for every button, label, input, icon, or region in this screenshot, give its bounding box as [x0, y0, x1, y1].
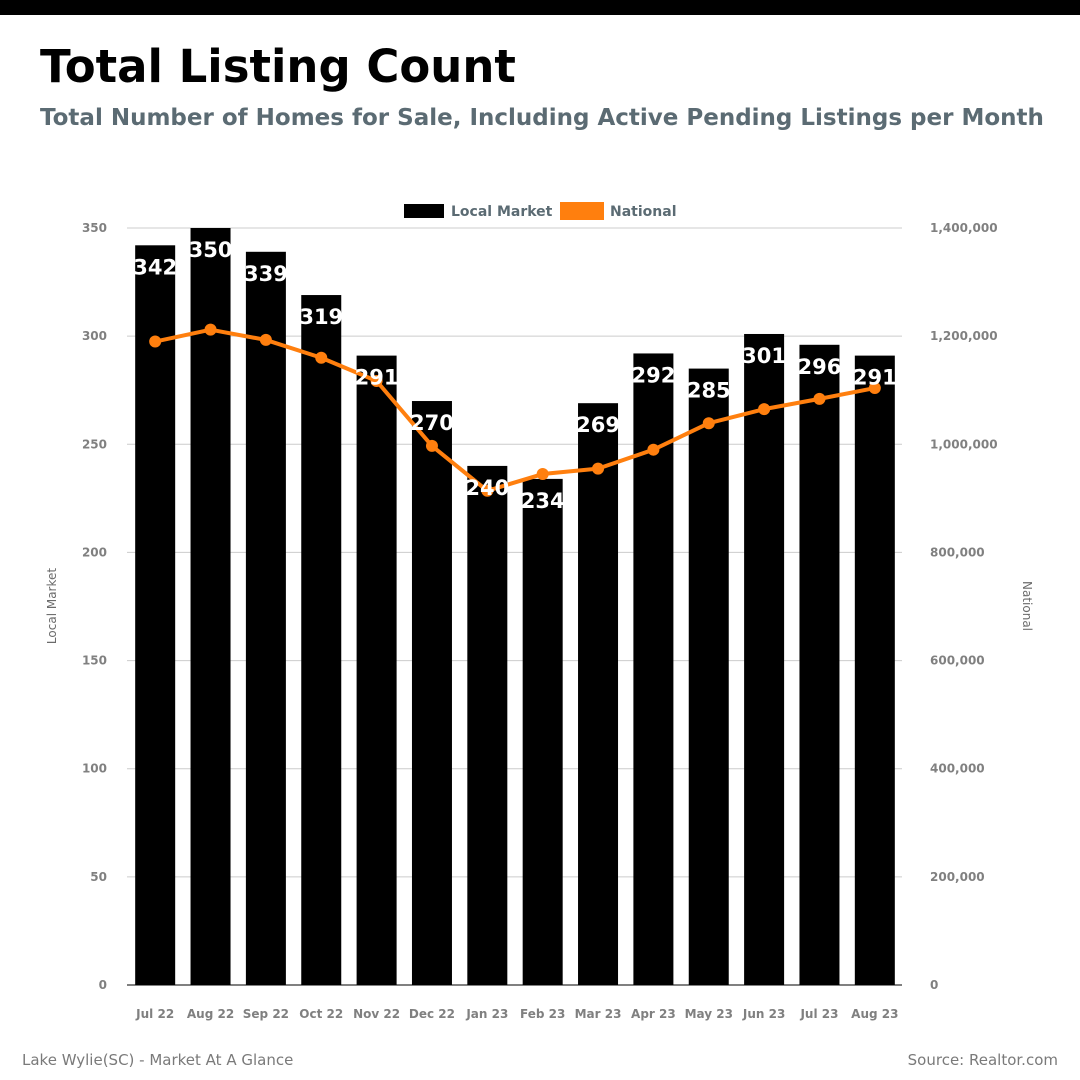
y-left-tick-label: 200: [82, 545, 107, 559]
national-point: [204, 323, 217, 336]
legend-label-national: National: [610, 204, 677, 220]
bar: [356, 355, 397, 985]
y-right-tick-label: 400,000: [930, 762, 985, 776]
national-point: [259, 333, 272, 346]
bar-data-label: 296: [798, 355, 842, 379]
bar-data-label: 291: [853, 366, 897, 390]
legend-swatch-local: [404, 204, 444, 218]
top-bar: [0, 0, 1080, 15]
bar: [688, 368, 729, 986]
y-right-tick-label: 1,000,000: [930, 437, 998, 451]
y-left-tick-label: 250: [82, 437, 107, 451]
national-point: [758, 403, 771, 416]
y-left-tick-label: 50: [90, 870, 107, 884]
bar-data-label: 339: [244, 262, 288, 286]
x-tick-label: Jul 23: [799, 1007, 838, 1021]
bar-data-label: 285: [687, 379, 731, 403]
y-right-tick-label: 0: [930, 978, 938, 992]
national-point: [149, 335, 162, 348]
bar: [467, 465, 508, 985]
x-tick-label: Aug 22: [187, 1007, 234, 1021]
legend-swatch-national: [560, 202, 604, 220]
y-left-tick-label: 100: [82, 762, 107, 776]
x-tick-label: Jul 22: [135, 1007, 174, 1021]
bar: [190, 228, 231, 985]
y-left-tick-label: 0: [99, 978, 107, 992]
y-left-tick-label: 350: [82, 221, 107, 235]
bar: [578, 403, 619, 986]
page-subtitle: Total Number of Homes for Sale, Includin…: [40, 105, 1044, 131]
y-right-tick-label: 1,400,000: [930, 221, 998, 235]
x-tick-label: Jan 23: [465, 1007, 508, 1021]
bar: [301, 295, 342, 985]
bar-data-label: 269: [576, 413, 620, 437]
national-point: [481, 484, 494, 497]
x-tick-label: Feb 23: [520, 1007, 565, 1021]
national-point: [592, 462, 605, 475]
national-point: [536, 468, 549, 481]
bar: [799, 344, 840, 985]
y-right-axis-title: National: [1020, 581, 1034, 631]
bar-data-label: 319: [299, 305, 343, 329]
bar: [744, 333, 785, 986]
national-point: [425, 439, 438, 452]
y-right-tick-label: 800,000: [930, 545, 985, 559]
bar-data-label: 240: [465, 476, 509, 500]
bar: [633, 353, 674, 986]
x-tick-label: Nov 22: [353, 1007, 400, 1021]
national-point: [370, 375, 383, 388]
x-tick-label: Oct 22: [299, 1007, 343, 1021]
national-point: [647, 443, 660, 456]
bar: [411, 401, 452, 985]
x-tick-label: Jun 23: [742, 1007, 785, 1021]
national-point: [868, 382, 881, 395]
bar-data-label: 301: [742, 344, 786, 368]
bar-data-label: 292: [631, 363, 675, 387]
y-right-tick-label: 1,200,000: [930, 329, 998, 343]
bar-data-label: 234: [521, 489, 565, 513]
x-tick-label: Aug 23: [851, 1007, 898, 1021]
x-tick-label: Dec 22: [409, 1007, 455, 1021]
y-left-tick-label: 150: [82, 654, 107, 668]
page-title: Total Listing Count: [40, 40, 516, 93]
bar: [135, 245, 176, 985]
x-tick-label: Apr 23: [631, 1007, 676, 1021]
bar-data-label: 342: [133, 255, 177, 279]
bar: [245, 251, 286, 985]
national-point: [315, 351, 328, 364]
legend-label-local: Local Market: [451, 204, 553, 220]
bar: [522, 478, 563, 985]
bar-data-label: 350: [189, 238, 233, 262]
bar-data-label: 291: [355, 366, 399, 390]
x-tick-label: May 23: [685, 1007, 733, 1021]
y-left-axis-title: Local Market: [45, 568, 59, 644]
x-tick-label: Mar 23: [575, 1007, 622, 1021]
national-point: [702, 417, 715, 430]
y-left-tick-label: 300: [82, 329, 107, 343]
national-point: [813, 392, 826, 405]
x-tick-label: Sep 22: [243, 1007, 289, 1021]
footer-source: Source: Realtor.com: [907, 1051, 1058, 1069]
bar-data-label: 270: [410, 411, 454, 435]
bar: [854, 355, 895, 985]
footer-location: Lake Wylie(SC) - Market At A Glance: [22, 1051, 294, 1069]
y-right-tick-label: 600,000: [930, 654, 985, 668]
y-right-tick-label: 200,000: [930, 870, 985, 884]
national-series-line: [153, 327, 877, 493]
